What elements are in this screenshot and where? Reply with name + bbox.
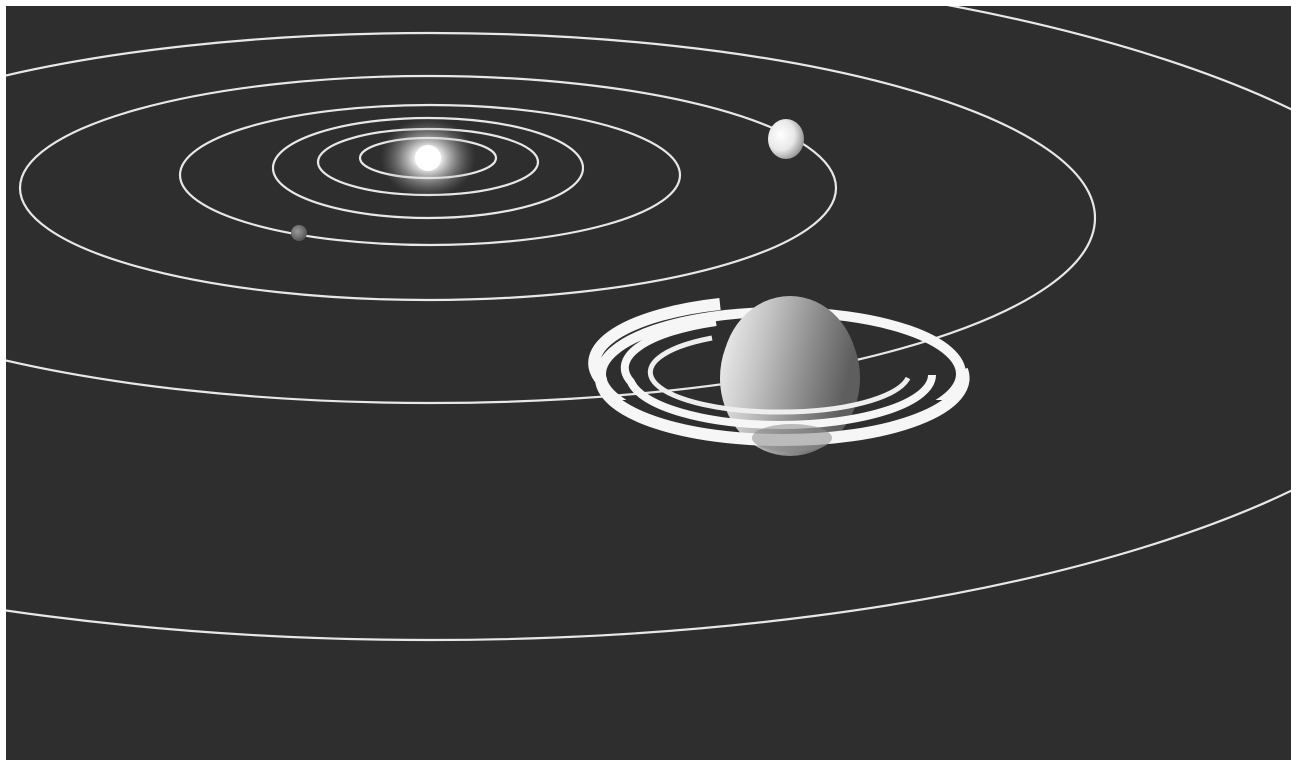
white-planet-icon xyxy=(768,119,804,159)
orbit-4 xyxy=(178,103,682,247)
orbit-5 xyxy=(18,74,838,302)
ringed-planet-icon xyxy=(588,296,970,456)
solar-system-scene xyxy=(6,6,1291,760)
small-planet-icon xyxy=(291,225,307,241)
solar-system-canvas xyxy=(6,6,1291,760)
orbit-7 xyxy=(6,6,1291,641)
space-background xyxy=(6,6,1291,760)
orbit-6 xyxy=(6,31,1096,405)
sun-icon xyxy=(380,118,476,198)
